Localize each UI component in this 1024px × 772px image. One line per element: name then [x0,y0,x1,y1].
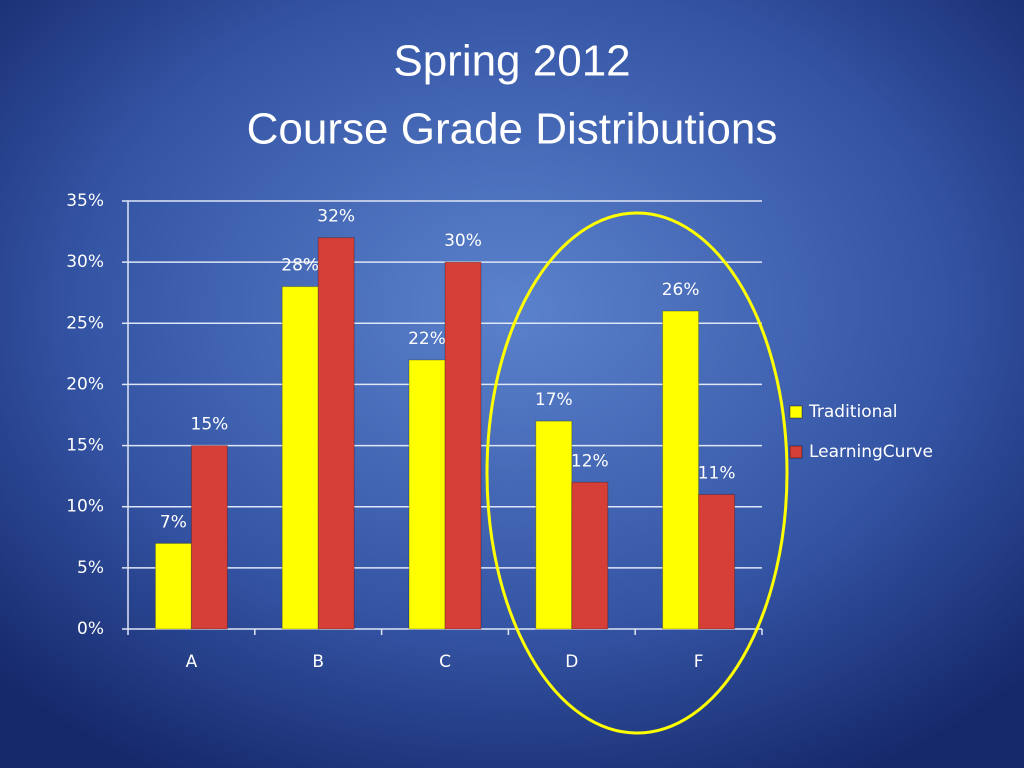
value-label: 17% [535,390,573,410]
bar [317,237,355,630]
value-label: 26% [662,280,700,300]
value-label: 30% [444,231,482,251]
x-tick-label: D [565,652,578,672]
y-tick-label: 20% [66,374,104,394]
x-tick-label: F [694,652,704,672]
legend-swatch [789,445,803,459]
value-label: 7% [160,512,187,532]
y-tick-label: 15% [66,436,104,456]
bar [662,310,700,630]
chart-title: Spring 2012 [393,37,630,86]
x-tick-label: A [186,652,198,672]
bar [190,445,228,630]
bar [154,542,192,630]
y-tick-label: 35% [66,191,104,211]
y-tick-label: 0% [77,619,104,639]
x-tick-label: C [439,652,451,672]
chart-title: Course Grade Distributions [247,105,778,154]
highlight-ellipse [485,211,789,735]
legend-label: Traditional [808,402,898,422]
bar [408,359,446,630]
y-tick-label: 25% [66,313,104,333]
value-label: 22% [408,329,446,349]
value-label: 15% [191,415,229,435]
bar [444,261,482,630]
value-label: 32% [317,207,355,227]
legend-swatch [789,405,803,419]
y-tick-label: 5% [77,558,104,578]
value-label: 12% [571,451,609,471]
y-tick-label: 30% [66,252,104,272]
legend-label: LearningCurve [809,442,933,462]
y-tick-label: 10% [66,497,104,517]
x-tick-label: B [312,652,324,672]
bar [281,286,319,630]
value-label: 11% [698,463,736,483]
bar [535,420,573,630]
bar [698,493,736,630]
bar [571,481,609,630]
value-label: 28% [281,256,319,276]
